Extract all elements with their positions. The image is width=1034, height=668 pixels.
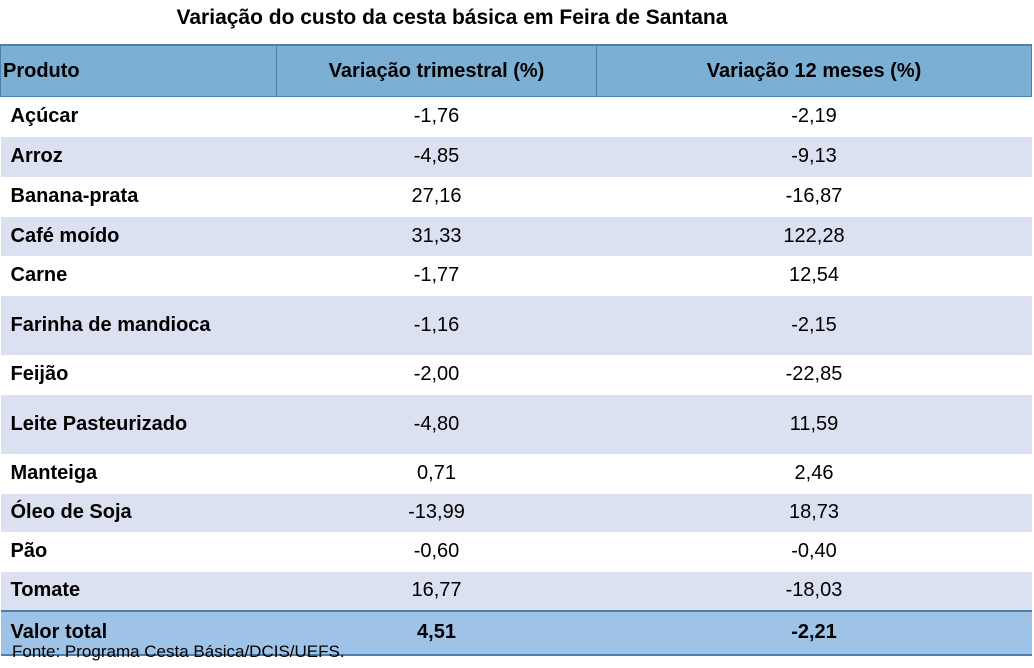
source-note: Fonte: Programa Cesta Básica/DCIS/UEFS. <box>12 642 345 661</box>
cell-12-meses: 18,73 <box>596 493 1032 532</box>
cell-12-meses: -22,85 <box>596 354 1032 395</box>
table-row: Tomate 16,77 -18,03 <box>0 571 1032 611</box>
cell-12-meses: 11,59 <box>596 394 1032 454</box>
table-row: Feijão -2,00 -22,85 <box>0 354 1032 395</box>
cell-produto: Feijão <box>0 354 277 395</box>
column-header-12-meses: Variação 12 meses (%) <box>596 44 1032 97</box>
cell-trimestral: -4,85 <box>276 136 597 177</box>
table-row: Pão -0,60 -0,40 <box>0 531 1032 572</box>
cell-trimestral: -4,80 <box>276 394 597 454</box>
cell-trimestral: -2,00 <box>276 354 597 395</box>
cell-produto: Café moído <box>0 216 277 256</box>
price-variation-table: Produto Variação trimestral (%) Variação… <box>0 44 1032 656</box>
table-row: Óleo de Soja -13,99 18,73 <box>0 493 1032 532</box>
cell-trimestral: 16,77 <box>276 571 597 611</box>
cell-produto: Carne <box>0 255 277 296</box>
table-header-row: Produto Variação trimestral (%) Variação… <box>0 44 1032 97</box>
cell-produto: Tomate <box>0 571 277 611</box>
cell-12-meses: -0,40 <box>596 531 1032 572</box>
cell-produto: Óleo de Soja <box>0 493 277 532</box>
cell-12-meses: 2,46 <box>596 453 1032 494</box>
table-row: Arroz -4,85 -9,13 <box>0 136 1032 177</box>
table-row: Leite Pasteurizado -4,80 11,59 <box>0 394 1032 454</box>
cell-12-meses: -18,03 <box>596 571 1032 611</box>
cell-12-meses: -2,19 <box>596 96 1032 137</box>
cell-trimestral: -13,99 <box>276 493 597 532</box>
cell-produto: Manteiga <box>0 453 277 494</box>
table-row: Farinha de mandioca -1,16 -2,15 <box>0 295 1032 355</box>
cell-12-meses: -2,15 <box>596 295 1032 355</box>
cell-12-meses: -16,87 <box>596 176 1032 217</box>
cell-produto: Arroz <box>0 136 277 177</box>
cell-trimestral: -0,60 <box>276 531 597 572</box>
cell-produto: Farinha de mandioca <box>0 295 277 355</box>
cell-trimestral: 0,71 <box>276 453 597 494</box>
column-header-trimestral: Variação trimestral (%) <box>276 44 597 97</box>
table-row: Manteiga 0,71 2,46 <box>0 453 1032 494</box>
cell-produto: Pão <box>0 531 277 572</box>
column-header-produto: Produto <box>0 44 277 97</box>
total-label: Valor total <box>0 609 277 656</box>
cell-12-meses: -9,13 <box>596 136 1032 177</box>
cell-trimestral: -1,76 <box>276 96 597 137</box>
cell-12-meses: 12,54 <box>596 255 1032 296</box>
cell-produto: Açúcar <box>0 96 277 137</box>
cell-produto: Leite Pasteurizado <box>0 394 277 454</box>
table-row: Café moído 31,33 122,28 <box>0 216 1032 256</box>
cell-trimestral: -1,16 <box>276 295 597 355</box>
cell-trimestral: 27,16 <box>276 176 597 217</box>
table-row: Banana-prata 27,16 -16,87 <box>0 176 1032 217</box>
cell-trimestral: 31,33 <box>276 216 597 256</box>
table-row: Carne -1,77 12,54 <box>0 255 1032 296</box>
cell-trimestral: -1,77 <box>276 255 597 296</box>
cell-produto: Banana-prata <box>0 176 277 217</box>
total-trimestral: 4,51 <box>276 609 597 656</box>
page-title: Variação do custo da cesta básica em Fei… <box>176 6 728 29</box>
cell-12-meses: 122,28 <box>596 216 1032 256</box>
total-12-meses: -2,21 <box>596 609 1032 656</box>
table-row: Açúcar -1,76 -2,19 <box>0 96 1032 137</box>
total-row: Valor total 4,51 -2,21 <box>0 609 1032 656</box>
